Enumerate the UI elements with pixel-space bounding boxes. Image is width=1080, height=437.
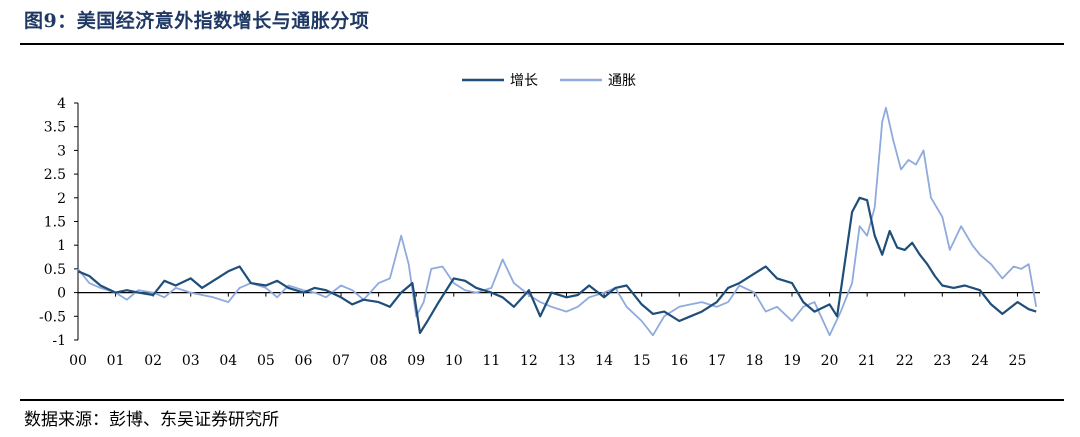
- x-tick-label: 20: [821, 353, 839, 369]
- x-tick-label: 02: [144, 353, 162, 369]
- x-tick-label: 10: [445, 353, 463, 369]
- x-tick-label: 06: [295, 353, 313, 369]
- x-tick-label: 08: [370, 353, 388, 369]
- chart-axes: -1 -0.5 0 0.5 1 1.5 2 2.5 3 3.5 4 00 01 02 03 04 05 06 07 0…: [39, 96, 1040, 369]
- y-tick-label: 4: [57, 96, 66, 112]
- y-tick-label: -0.5: [39, 309, 66, 325]
- y-tick-label: 0.5: [44, 262, 66, 278]
- y-tick-label: 2: [57, 191, 66, 207]
- x-tick-label: 25: [1009, 353, 1027, 369]
- source-divider: [20, 399, 1064, 401]
- title-underline: [20, 43, 1064, 45]
- x-tick-label: 11: [482, 353, 500, 369]
- y-tick-label: 0: [57, 286, 66, 302]
- x-tick-label: 04: [219, 353, 237, 369]
- y-tick-label: 3.5: [44, 120, 66, 136]
- x-tick-label: 24: [971, 353, 989, 369]
- y-tick-label: 1.5: [44, 215, 66, 231]
- chart-series: [77, 106, 1038, 337]
- x-tick-label: 07: [332, 353, 350, 369]
- legend-label-growth: 增长: [510, 73, 538, 89]
- x-tick-label: 15: [633, 353, 651, 369]
- x-tick-label: 03: [182, 353, 200, 369]
- x-tick-label: 22: [896, 353, 914, 369]
- x-tick-label: 21: [858, 353, 876, 369]
- x-tick-label: 13: [558, 353, 576, 369]
- x-tick-label: 01: [107, 353, 125, 369]
- x-tick-label: 09: [407, 353, 425, 369]
- x-tick-label: 17: [708, 353, 726, 369]
- y-tick-label: 1: [57, 238, 66, 254]
- x-tick-label: 16: [670, 353, 688, 369]
- x-tick-label: 23: [933, 353, 951, 369]
- series-line-growth: [77, 196, 1037, 334]
- x-tick-label: 19: [783, 353, 801, 369]
- series-line-inflation: [77, 106, 1038, 337]
- x-tick-label: 12: [520, 353, 538, 369]
- y-tick-label: 3: [57, 143, 66, 159]
- legend-label-inflation: 通胀: [608, 73, 636, 89]
- y-tick-label: 2.5: [44, 167, 66, 183]
- x-tick-label: 18: [745, 353, 763, 369]
- x-tick-label: 05: [257, 353, 275, 369]
- source-note: 数据来源：彭博、东吴证券研究所: [24, 410, 279, 430]
- chart-legend: 增长 通胀: [462, 73, 636, 89]
- figure-title: 图9：美国经济意外指数增长与通胀分项: [24, 10, 370, 32]
- x-tick-label: 14: [595, 353, 613, 369]
- x-tick-label: 00: [69, 353, 87, 369]
- y-tick-label: -1: [52, 333, 66, 349]
